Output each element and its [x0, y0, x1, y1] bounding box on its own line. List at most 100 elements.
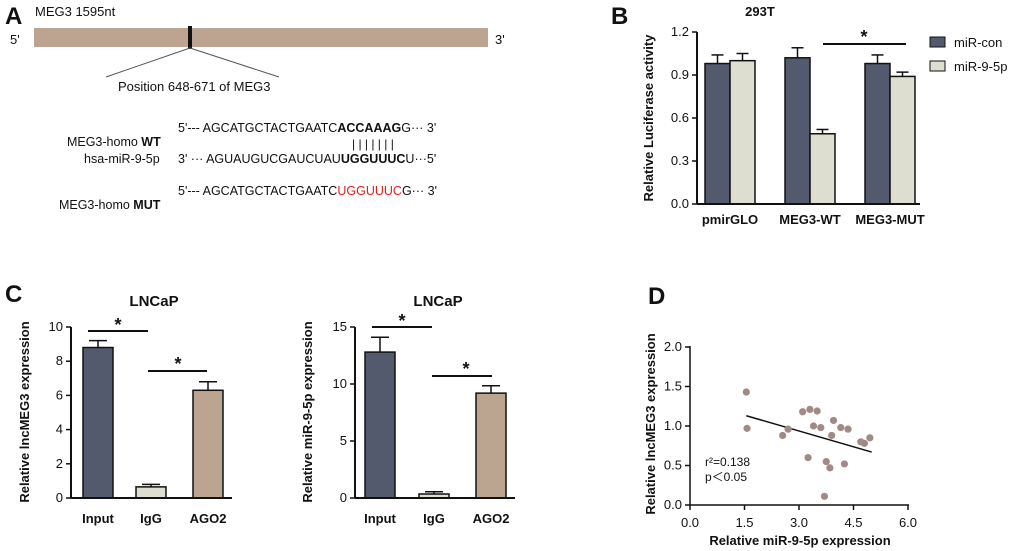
legend-swatch-mir-9-5p — [929, 60, 946, 72]
scatter-point-7 — [804, 454, 812, 462]
scatter-point-8 — [809, 422, 818, 430]
panel-label-b: B — [611, 3, 628, 30]
ytick-label-C1: 4 — [56, 422, 63, 437]
ytick-label-C1: 0 — [56, 490, 63, 505]
scatter-point-12 — [828, 431, 836, 440]
mir-sequence: 3' ··· AGUAUGUCGAUCUAUUGGUUUCU···5' — [178, 152, 437, 166]
legend-mir-9-5p: miR-9-5p — [954, 59, 1007, 74]
panel-a: MEG3 1595nt 5' 3' Position 648-671 of ME… — [10, 4, 505, 94]
xtick-C2-Input: Input — [364, 511, 396, 526]
xtick-C2-IgG: IgG — [423, 511, 445, 526]
ytick-label-C1: 8 — [56, 353, 63, 368]
scatter-point-19 — [866, 434, 874, 442]
ytick-label-C2: 15 — [333, 319, 347, 334]
scatter-point-11 — [826, 464, 834, 472]
ytick-label-C1: 10 — [49, 319, 63, 334]
mir-label: hsa-miR-9-5p — [84, 152, 160, 166]
xtick-C1-IgG: IgG — [140, 511, 162, 526]
chart-d-ylabel: Relative lncMEG3 expression — [643, 333, 658, 514]
panel-label-a: A — [5, 3, 22, 30]
chart-c2-ylabel: Relative miR-9-5p expression — [300, 321, 315, 502]
chart-b-title: 293T — [745, 4, 775, 19]
xtick-C1-Input: Input — [82, 511, 114, 526]
ytick-label-b: 1.2 — [671, 24, 689, 39]
xtick-label-d: 0.0 — [681, 515, 699, 530]
legend-mir-con: miR-con — [954, 35, 1002, 50]
mut-row: MEG3-homo MUT — [52, 184, 160, 212]
scatter-point-3 — [784, 425, 792, 433]
wt-row: MEG3-homo WT — [60, 121, 161, 149]
xtick-b-pmirGLO: pmirGLO — [702, 212, 758, 227]
xtick-b-MEG3-WT: MEG3-WT — [779, 212, 840, 227]
wt-label: MEG3-homo WT — [66, 135, 161, 149]
bar-C2-Input — [364, 351, 396, 499]
scatter-point-15 — [840, 460, 849, 468]
ytick-label-d: 1.5 — [664, 379, 682, 394]
xtick-label-d: 3.0 — [790, 515, 808, 530]
scatter-point-18 — [860, 439, 869, 447]
scatter-point-2 — [779, 431, 787, 440]
ytick-label-b: 0.0 — [671, 196, 689, 211]
scatter-point-16 — [844, 425, 852, 433]
wt-sequence: 5'--- AGCATGCTACTGAATCACCAAAGG··· 3' — [178, 121, 437, 135]
scatter-point-0 — [742, 388, 750, 396]
chart-c1-ylabel: Relative lncMEG3 expression — [17, 321, 32, 502]
xtick-label-d: 1.5 — [735, 515, 753, 530]
regression-line — [746, 415, 872, 453]
scatter-point-13 — [829, 416, 838, 425]
chart-d-pvalue: p＜0.05 — [705, 470, 747, 484]
ytick-label-b: 0.3 — [671, 153, 689, 168]
position-label: Position 648-671 of MEG3 — [118, 79, 270, 94]
bar-C2-AGO2 — [475, 392, 507, 499]
chart-c2-title: LNCaP — [413, 293, 462, 310]
sig-star-c1-a: * — [114, 315, 121, 335]
scatter-point-9 — [817, 423, 825, 432]
binding-site-marker — [188, 26, 192, 49]
scatter-point-14 — [837, 423, 845, 432]
sig-star-c1-b: * — [174, 354, 181, 374]
bar-b-MEG3-WT-miR-con — [784, 57, 811, 205]
ytick-label-d: 2.0 — [664, 339, 682, 354]
mut-label: MEG3-homo MUT — [58, 198, 161, 212]
xtick-label-d: 4.5 — [844, 515, 862, 530]
chart-d-r2: r²=0.138 — [705, 455, 750, 469]
xtick-C2-AGO2: AGO2 — [473, 511, 510, 526]
gene-label: MEG3 1595nt — [35, 4, 116, 19]
scatter-point-5 — [806, 405, 814, 414]
chart-c1: LNCaP Relative lncMEG3 expression Input I… — [17, 293, 232, 526]
xtick-label-d: 6.0 — [899, 515, 917, 530]
ytick-label-d: 0.5 — [664, 458, 682, 473]
three-prime-label: 3' — [495, 32, 505, 47]
scatter-point-4 — [799, 408, 807, 416]
bar-b-pmirGLO-miR-con — [704, 62, 731, 205]
pairing-bars: | | | | | | | — [352, 137, 394, 151]
xtick-b-MEG3-MUT: MEG3-MUT — [855, 212, 924, 227]
bar-b-MEG3-MUT-miR-con — [864, 62, 891, 205]
meg3-transcript-bar — [34, 28, 488, 47]
bar-C1-Input — [82, 346, 114, 499]
ytick-label-b: 0.6 — [671, 110, 689, 125]
ytick-label-d: 0.0 — [664, 497, 682, 512]
chart-c1-title: LNCaP — [129, 293, 178, 310]
scatter-point-1 — [743, 424, 751, 432]
bar-b-MEG3-WT-miR-9-5p — [809, 133, 836, 205]
scatter-point-10 — [822, 457, 830, 466]
five-prime-label: 5' — [10, 32, 20, 47]
sig-star-c2-b: * — [462, 359, 469, 379]
ytick-label-C2: 5 — [340, 433, 347, 448]
ytick-label-d: 1.0 — [664, 418, 682, 433]
ytick-label-b: 0.9 — [671, 67, 689, 82]
sig-star-c2-a: * — [398, 311, 405, 331]
ytick-label-C2: 10 — [333, 376, 347, 391]
panel-label-d: D — [648, 283, 665, 310]
zoom-line-left — [105, 47, 191, 78]
chart-b: 293T Relative Luciferase activity pmirGL… — [641, 4, 1007, 227]
chart-d: Relative lncMEG3 expression Relative miR… — [643, 333, 917, 548]
bar-b-MEG3-MUT-miR-9-5p — [889, 75, 916, 205]
legend-swatch-mir-con — [929, 36, 946, 48]
bar-b-pmirGLO-miR-9-5p — [729, 59, 756, 205]
bar-C1-IgG — [135, 486, 167, 499]
bar-C1-AGO2 — [192, 389, 224, 499]
ytick-label-C2: 0 — [340, 490, 347, 505]
